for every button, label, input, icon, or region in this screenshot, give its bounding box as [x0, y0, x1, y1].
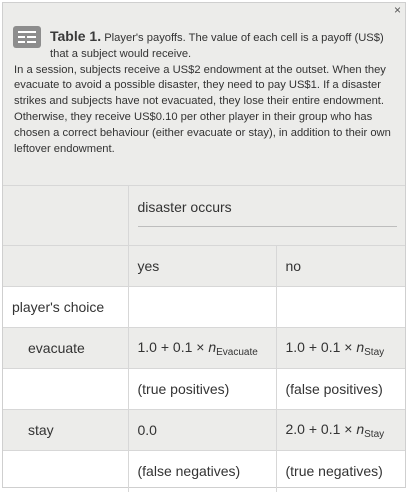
row-header: player's choice — [3, 287, 128, 328]
table-row-stay: stay 0.0 2.0 + 0.1 × nStay — [3, 410, 405, 451]
subheader-row: yes no — [3, 246, 405, 287]
empty-cell — [3, 186, 128, 246]
empty-cell — [3, 369, 128, 410]
caption-body: In a session, subjects receive a US$2 en… — [14, 64, 391, 155]
subheader-yes: yes — [128, 246, 276, 287]
table-caption: × Table 1. Player's payoffs. The value o… — [3, 3, 405, 185]
empty-cell — [276, 287, 405, 328]
payoff-stay-yes: 0.0 — [128, 410, 276, 451]
table-figure: × Table 1. Player's payoffs. The value o… — [2, 2, 406, 488]
header-divider — [138, 226, 398, 227]
empty-cell — [3, 451, 128, 492]
column-header-text: disaster occurs — [138, 199, 232, 215]
table-row-evacuate: evacuate 1.0 + 0.1 × nEvacuate 1.0 + 0.1… — [3, 328, 405, 369]
column-header: disaster occurs — [128, 186, 405, 246]
table-row-evacuate-outcome: (true positives) (false positives) — [3, 369, 405, 410]
payoff-stay-no: 2.0 + 0.1 × nStay — [276, 410, 405, 451]
payoff-table: disaster occurs yes no player's choice e… — [3, 185, 405, 492]
caption-lead: Table 1. Player's payoffs. The value of … — [14, 29, 393, 63]
row-label-evacuate: evacuate — [3, 328, 128, 369]
row-header-row: player's choice — [3, 287, 405, 328]
close-icon[interactable]: × — [394, 3, 401, 19]
subheader-no: no — [276, 246, 405, 287]
table-icon[interactable] — [13, 26, 41, 48]
outcome-false-positives: (false positives) — [276, 369, 405, 410]
outcome-false-negatives: (false negatives) — [128, 451, 276, 492]
empty-cell — [128, 287, 276, 328]
outcome-true-positives: (true positives) — [128, 369, 276, 410]
outcome-true-negatives: (true negatives) — [276, 451, 405, 492]
table-title: Table 1. — [50, 28, 101, 44]
table-header-row: disaster occurs — [3, 186, 405, 246]
row-label-stay: stay — [3, 410, 128, 451]
empty-cell — [3, 246, 128, 287]
payoff-evacuate-no: 1.0 + 0.1 × nStay — [276, 328, 405, 369]
payoff-evacuate-yes: 1.0 + 0.1 × nEvacuate — [128, 328, 276, 369]
table-row-stay-outcome: (false negatives) (true negatives) — [3, 451, 405, 492]
caption-lead-text: Player's payoffs. The value of each cell… — [50, 32, 384, 60]
